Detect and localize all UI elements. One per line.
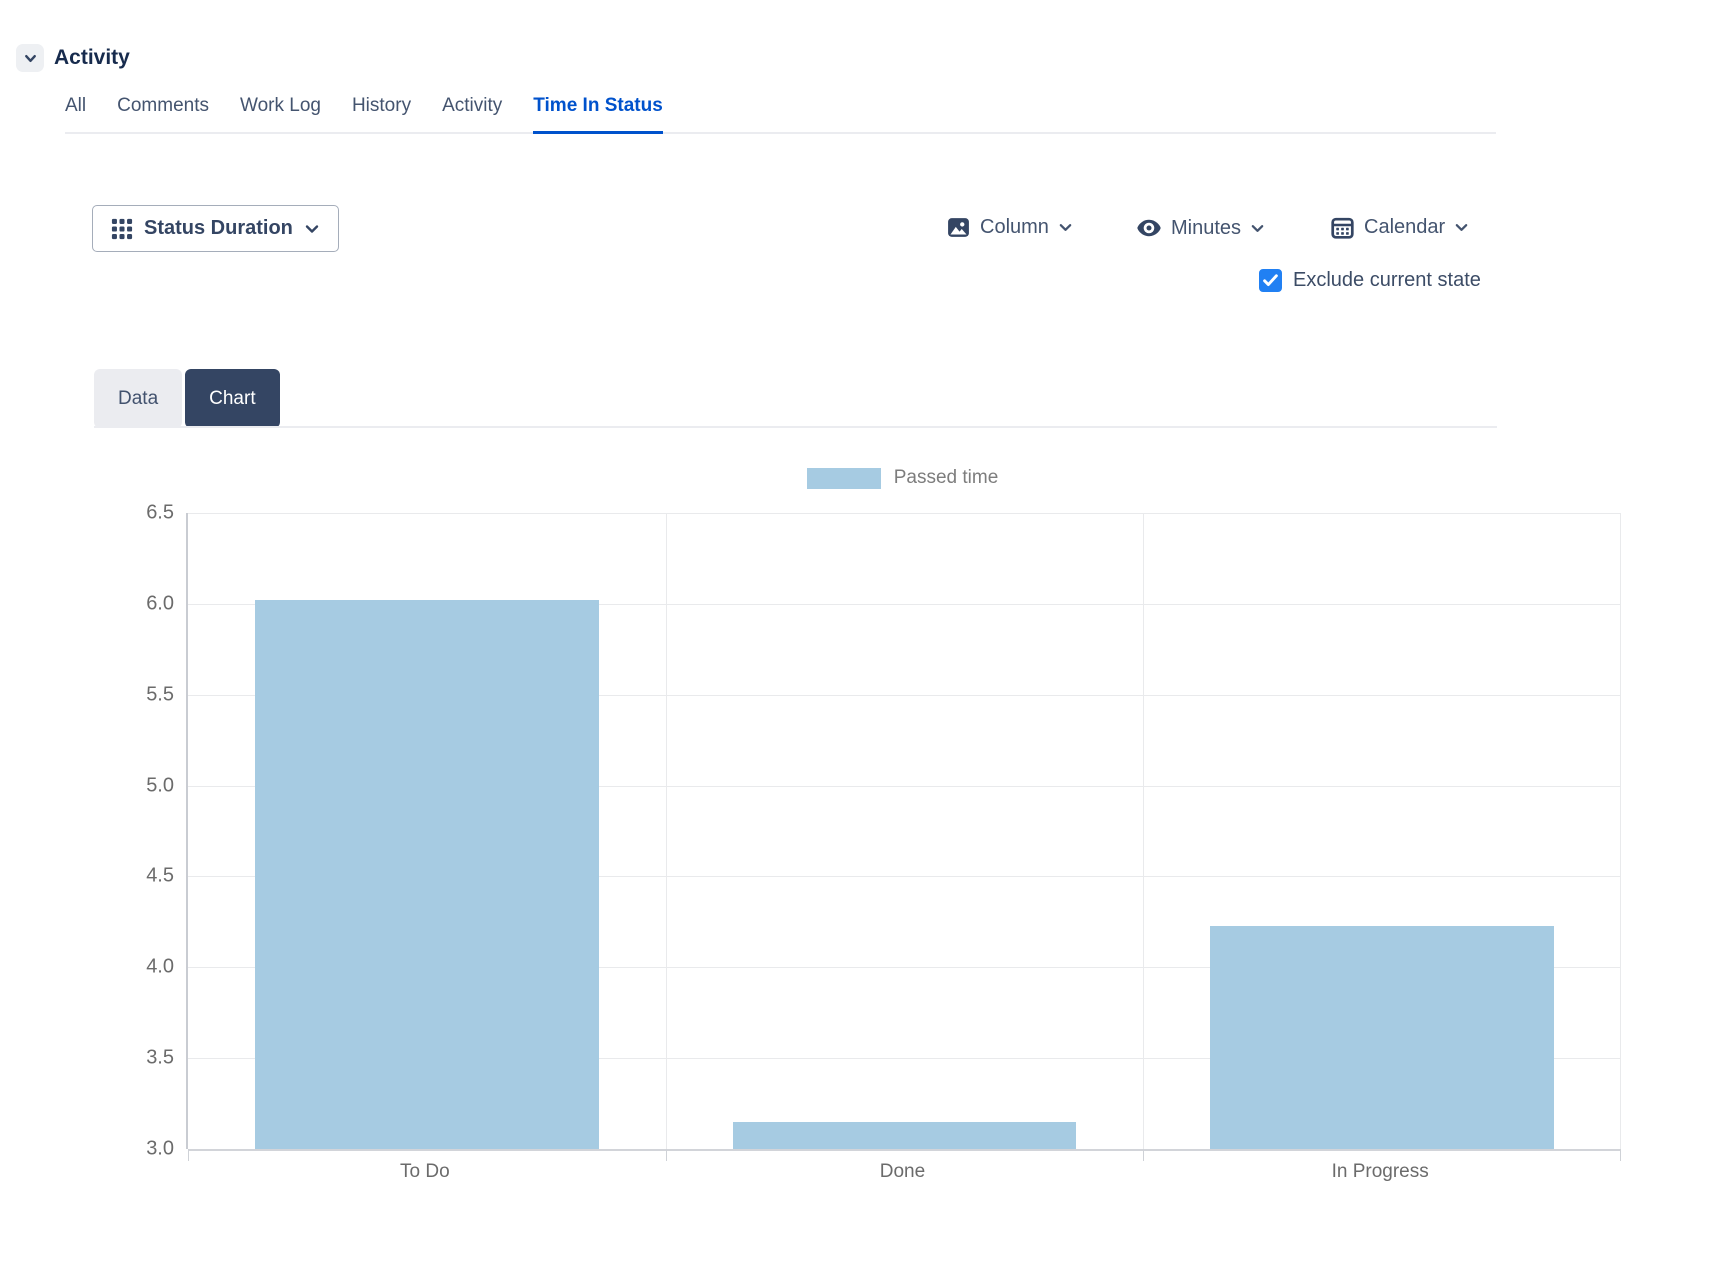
exclude-checkbox-label: Exclude current state [1293, 269, 1481, 291]
chevron-down-icon [1250, 221, 1265, 236]
calendar-dropdown[interactable]: Calendar [1330, 215, 1469, 240]
y-axis-tick-label: 4.0 [146, 955, 174, 978]
y-axis-tick-label: 3.5 [146, 1046, 174, 1069]
h-gridline [188, 513, 1621, 514]
eye-icon [1136, 215, 1162, 241]
column-label: Column [980, 216, 1049, 238]
collapse-activity-button[interactable] [16, 44, 44, 72]
v-gridline [665, 513, 667, 1149]
h-gridline [188, 603, 1621, 605]
v-gridline [1143, 513, 1145, 1149]
exclude-current-state-checkbox[interactable] [1259, 269, 1282, 292]
image-icon [946, 215, 971, 240]
h-gridline [188, 785, 1621, 787]
y-axis-labels: 6.5 6.0 5.5 5.0 4.5 4.0 3.5 3.0 [88, 502, 174, 1160]
calendar-icon [1330, 215, 1355, 240]
tab-work-log[interactable]: Work Log [239, 95, 321, 116]
tab-comments[interactable]: Comments [117, 95, 209, 116]
exclude-current-state-option[interactable]: Exclude current state [1259, 269, 1481, 292]
x-axis-tick-mark [1620, 1149, 1621, 1161]
x-axis-tick-mark [1143, 1149, 1145, 1161]
activity-section-header: Activity [16, 44, 130, 72]
x-axis-tick-mark [665, 1149, 667, 1161]
bar-done [732, 1121, 1077, 1149]
y-axis-tick-label: 6.5 [146, 501, 174, 524]
minutes-label: Minutes [1171, 216, 1242, 239]
status-duration-label: Status Duration [144, 217, 293, 239]
minutes-dropdown[interactable]: Minutes [1136, 215, 1265, 241]
bar-to-do [254, 600, 599, 1149]
grid-icon [111, 218, 133, 240]
chart-legend[interactable]: Passed time [186, 466, 1619, 490]
check-icon [1263, 274, 1278, 287]
activity-tab-bar: All Comments Work Log History Activity T… [65, 95, 1496, 134]
calendar-label: Calendar [1364, 216, 1446, 238]
divider [94, 426, 1497, 428]
legend-swatch [806, 467, 881, 489]
tab-all[interactable]: All [65, 95, 87, 116]
y-axis-tick-label: 6.0 [146, 592, 174, 615]
h-gridline [188, 967, 1621, 969]
y-axis-tick-label: 4.5 [146, 864, 174, 887]
view-tab-bar: Data Chart [94, 369, 280, 428]
status-duration-dropdown[interactable]: Status Duration [92, 205, 339, 252]
x-axis-category-label: In Progress [1331, 1161, 1429, 1182]
x-axis-labels: To Do Done In Progress [186, 1161, 1619, 1191]
bar-in-progress [1210, 925, 1555, 1149]
tab-data[interactable]: Data [94, 369, 183, 428]
h-gridline [188, 876, 1621, 878]
y-axis-tick-label: 5.5 [146, 683, 174, 706]
tab-history[interactable]: History [351, 95, 412, 116]
chart-plot-area [186, 513, 1621, 1161]
column-dropdown[interactable]: Column [946, 215, 1073, 240]
h-gridline [188, 694, 1621, 696]
section-title: Activity [54, 46, 130, 69]
chevron-down-icon [1058, 220, 1073, 235]
tab-activity[interactable]: Activity [442, 95, 503, 116]
y-axis-tick-label: 5.0 [146, 774, 174, 797]
legend-label: Passed time [893, 467, 999, 488]
h-gridline [188, 1058, 1621, 1060]
chevron-down-icon [23, 51, 38, 66]
chevron-down-icon [304, 221, 320, 237]
x-axis-category-label: Done [879, 1161, 926, 1182]
tab-time-in-status[interactable]: Time In Status [533, 95, 663, 134]
chevron-down-icon [1454, 220, 1469, 235]
v-gridline [1620, 513, 1621, 1149]
tab-chart[interactable]: Chart [185, 369, 280, 428]
x-axis-tick-mark [188, 1149, 189, 1161]
x-axis-category-label: To Do [400, 1161, 450, 1182]
y-axis-tick-label: 3.0 [146, 1137, 174, 1160]
h-gridline [188, 1149, 1621, 1151]
